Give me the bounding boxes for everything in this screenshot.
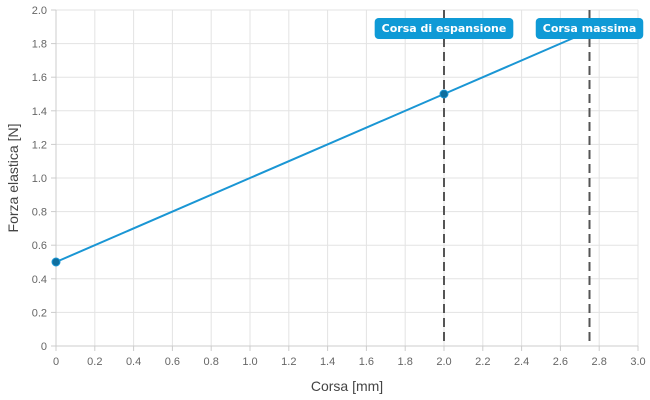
x-tick-label: 3.0	[630, 356, 645, 368]
y-tick-label: 1.2	[32, 139, 47, 151]
axes	[51, 9, 639, 351]
y-tick-label: 0.4	[32, 274, 47, 286]
x-tick-label: 0.2	[87, 356, 102, 368]
x-tick-label: 0.4	[126, 356, 141, 368]
y-tick-label: 0.6	[32, 240, 47, 252]
y-tick-label: 0.8	[32, 207, 47, 219]
y-tick-label: 0	[41, 341, 47, 353]
annotation-label-text: Corsa massima	[543, 22, 637, 35]
x-tick-label: 2.8	[592, 356, 607, 368]
x-tick-label: 2.6	[553, 356, 568, 368]
annotation-label: Corsa massima	[535, 18, 644, 39]
series-layer	[51, 30, 590, 267]
x-tick-label: 1.8	[398, 356, 413, 368]
x-tick-labels: 0 0.2 0.4 0.6 0.8 1.0 1.2 1.4 1.6 1.8 2.0 2.2 2.4 2.6…	[53, 356, 646, 368]
x-tick-label: 2.4	[514, 356, 529, 368]
annotation-lines	[443, 10, 591, 346]
annotation-labels: Corsa di espansione Corsa massima	[374, 18, 644, 39]
annotation-label-box	[374, 18, 514, 39]
data-point	[51, 257, 61, 267]
x-tick-label: 2.0	[436, 356, 451, 368]
x-tick-label: 0	[53, 356, 59, 368]
annotation-label-box	[535, 18, 644, 39]
data-point	[439, 89, 449, 99]
x-tick-label: 0.6	[165, 356, 180, 368]
y-tick-label: 1.6	[32, 72, 47, 84]
y-axis-title: Forza elastica [N]	[5, 124, 21, 233]
y-tick-label: 0.2	[32, 307, 47, 319]
x-tick-label: 1.2	[281, 356, 296, 368]
y-tick-label: 1.8	[32, 39, 47, 51]
y-tick-labels: 0 0.2 0.4 0.6 0.8 1.0 1.2 1.4 1.6 1.8 2.0	[32, 5, 47, 353]
series-line	[55, 30, 590, 263]
y-tick-label: 1.4	[32, 106, 47, 118]
y-tick-label: 1.0	[32, 173, 47, 185]
x-tick-label: 2.2	[475, 356, 490, 368]
annotation-label-text: Corsa di espansione	[382, 22, 507, 35]
y-tick-label: 2.0	[32, 5, 47, 17]
annotation-label: Corsa di espansione	[374, 18, 514, 39]
x-axis-title: Corsa [mm]	[311, 378, 383, 394]
x-tick-label: 1.0	[242, 356, 257, 368]
x-tick-label: 1.6	[359, 356, 374, 368]
grid	[56, 9, 639, 346]
x-tick-label: 1.4	[320, 356, 335, 368]
x-tick-label: 0.8	[204, 356, 219, 368]
